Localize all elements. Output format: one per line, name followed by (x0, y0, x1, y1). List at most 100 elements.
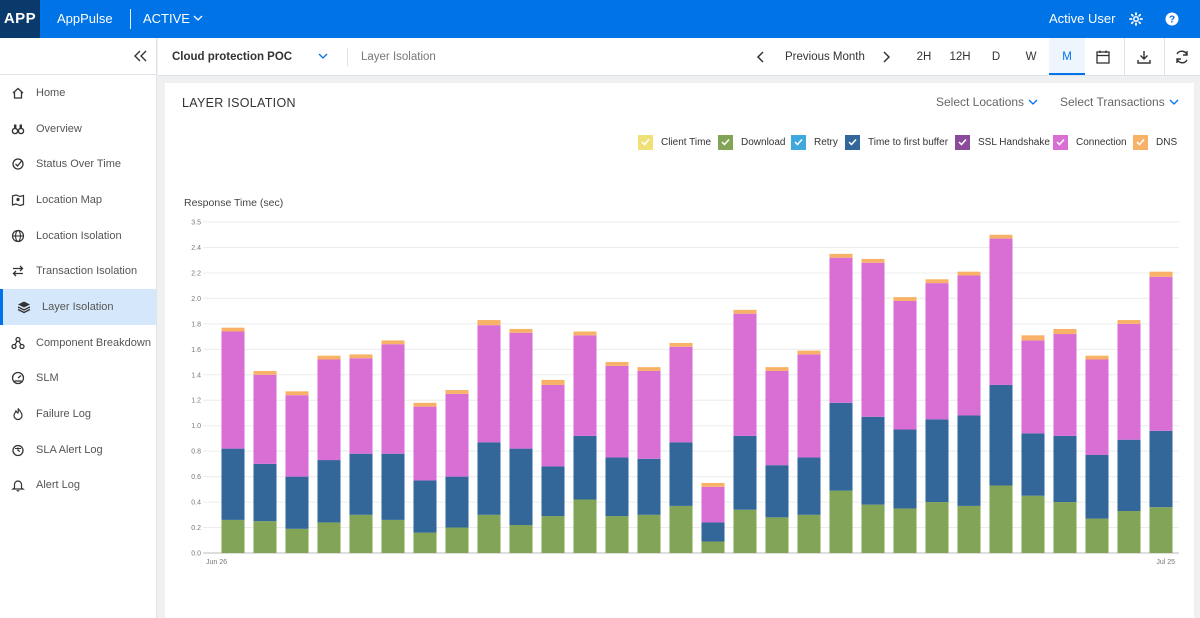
sidebar: Home Overview Status Over Time Location Map… (0, 38, 157, 618)
y-tick-label: 0.6 (191, 474, 201, 481)
sidebar-item-home[interactable]: Home (0, 75, 156, 111)
bar-segment-connection (1085, 359, 1109, 455)
bar-segment-download (285, 528, 309, 553)
bar-segment-time-to-first-buffer (669, 442, 693, 506)
checkbox-icon[interactable] (791, 134, 806, 150)
select-transactions-label: Select Transactions (1060, 95, 1165, 109)
legend-label: Time to first buffer (868, 136, 949, 148)
range-month-button[interactable]: M (1049, 38, 1085, 75)
range-12h-button[interactable]: 12H (949, 51, 971, 63)
bar-segment-connection (445, 393, 469, 477)
checkbox-icon[interactable] (955, 134, 970, 150)
sidebar-item-label: Overview (36, 122, 82, 135)
bar-segment-time-to-first-buffer (829, 402, 853, 491)
legend-item-connection[interactable]: Connection (1053, 134, 1127, 150)
checkbox-icon[interactable] (638, 134, 653, 150)
gear-icon[interactable] (1128, 11, 1144, 27)
bar-segment-connection (221, 331, 245, 449)
components-icon (11, 336, 25, 349)
bar-segment-dns (605, 362, 629, 366)
chevron-down-icon[interactable] (318, 53, 328, 60)
bar-segment-download (829, 490, 853, 553)
range-week-button[interactable]: W (1025, 51, 1037, 63)
bar-segment-connection (477, 325, 501, 443)
next-period-icon[interactable] (878, 49, 894, 65)
bar-segment-download (989, 485, 1013, 553)
legend-item-ssl-handshake[interactable]: SSL Handshake (955, 134, 1050, 150)
bar-segment-time-to-first-buffer (765, 465, 789, 518)
select-locations-dropdown[interactable]: Select Locations (936, 95, 1038, 109)
y-tick-label: 0.2 (191, 525, 201, 532)
map-icon (11, 194, 25, 207)
bar-segment-download (957, 505, 981, 553)
sidebar-item-overview[interactable]: Overview (0, 111, 156, 147)
user-menu[interactable]: Active User (1049, 11, 1116, 26)
divider (1164, 38, 1165, 75)
bar-segment-connection (957, 275, 981, 416)
bell-icon (11, 480, 25, 492)
bar-segment-time-to-first-buffer (957, 415, 981, 506)
help-icon[interactable]: ? (1164, 11, 1180, 27)
bar-segment-time-to-first-buffer (989, 384, 1013, 486)
checkbox-icon[interactable] (1133, 134, 1148, 150)
bar-segment-dns (829, 253, 853, 258)
sidebar-item-slm[interactable]: SLM (0, 361, 156, 397)
bar-segment-dns (989, 234, 1013, 239)
select-locations-label: Select Locations (936, 95, 1025, 109)
legend-label: Connection (1076, 136, 1127, 148)
period-label[interactable]: Previous Month (785, 51, 865, 63)
checkbox-icon[interactable] (718, 134, 733, 150)
bar-segment-time-to-first-buffer (317, 460, 341, 523)
legend-item-client-time[interactable]: Client Time (638, 134, 711, 150)
bar-segment-time-to-first-buffer (605, 457, 629, 517)
y-tick-label: 1.4 (191, 372, 201, 379)
bar-segment-time-to-first-buffer (701, 522, 725, 542)
bar-segment-dns (1085, 355, 1109, 360)
legend-item-dns[interactable]: DNS (1133, 134, 1177, 150)
bar-segment-download (925, 502, 949, 553)
app-name[interactable]: AppPulse (57, 11, 113, 26)
arrows-icon (12, 265, 24, 277)
status-dropdown[interactable]: ACTIVE (143, 0, 203, 38)
sidebar-item-label: Home (36, 86, 66, 99)
bar-segment-connection (733, 313, 757, 436)
bar-segment-dns (509, 328, 533, 333)
download-icon[interactable] (1136, 49, 1152, 65)
sidebar-item-component-breakdown[interactable]: Component Breakdown (0, 325, 156, 361)
checkbox-icon[interactable] (845, 134, 860, 150)
divider (347, 48, 348, 66)
bar-segment-download (509, 524, 533, 553)
sidebar-item-alert-log[interactable]: Alert Log (0, 468, 156, 504)
legend-label: Retry (814, 136, 838, 148)
sidebar-item-location-map[interactable]: Location Map (0, 182, 156, 218)
sidebar-item-location-isolation[interactable]: Location Isolation (0, 218, 156, 254)
legend-item-time-to-first-buffer[interactable]: Time to first buffer (845, 134, 949, 150)
bar-segment-dns (957, 271, 981, 276)
bar-segment-dns (541, 379, 565, 385)
sidebar-item-failure-log[interactable]: Failure Log (0, 396, 156, 432)
range-2h-button[interactable]: 2H (916, 51, 932, 63)
calendar-icon[interactable] (1095, 49, 1111, 65)
collapse-sidebar-icon[interactable] (132, 49, 148, 63)
sidebar-item-sla-alert-log[interactable]: SLA Alert Log (0, 432, 156, 468)
bar-segment-dns (1021, 335, 1045, 341)
bar-segment-dns (349, 354, 373, 359)
y-axis-label: Response Time (sec) (184, 197, 284, 209)
legend-item-retry[interactable]: Retry (791, 134, 838, 150)
previous-period-icon[interactable] (753, 49, 769, 65)
sidebar-item-layer-isolation[interactable]: Layer Isolation (0, 289, 156, 325)
range-day-button[interactable]: D (991, 51, 1001, 63)
select-transactions-dropdown[interactable]: Select Transactions (1060, 95, 1179, 109)
sidebar-item-status-over-time[interactable]: Status Over Time (0, 146, 156, 182)
gauge-icon (11, 372, 25, 385)
application-selector[interactable]: Cloud protection POC (172, 51, 293, 63)
bar-segment-connection (669, 346, 693, 443)
refresh-icon[interactable] (1174, 49, 1190, 65)
bar-segment-download (669, 505, 693, 553)
sidebar-item-transaction-isolation[interactable]: Transaction Isolation (0, 253, 156, 289)
checkbox-icon[interactable] (1053, 134, 1068, 150)
bar-segment-connection (765, 370, 789, 466)
bar-segment-connection (541, 384, 565, 467)
legend-item-download[interactable]: Download (718, 134, 785, 150)
breadcrumb-page: Layer Isolation (361, 51, 436, 63)
